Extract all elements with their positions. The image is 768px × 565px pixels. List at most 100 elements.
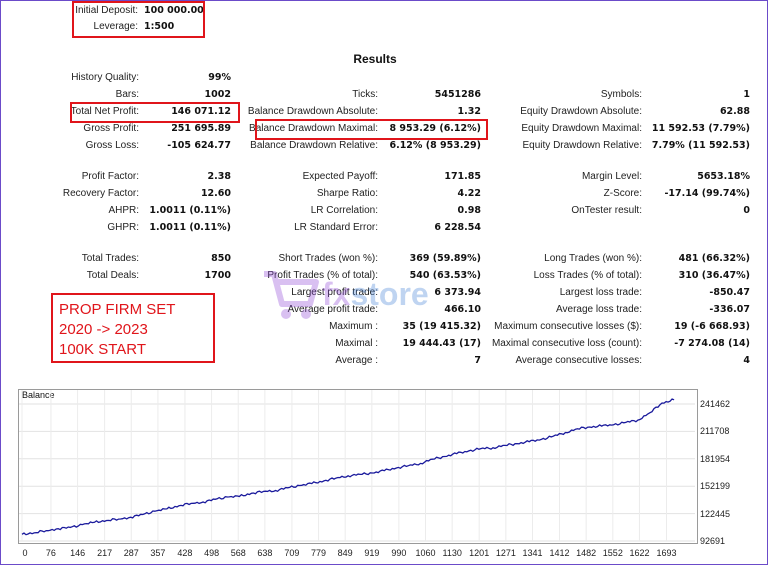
short-trades-label: Short Trades (won %):	[278, 253, 378, 264]
history-quality-value: 99%	[208, 72, 231, 83]
leverage-label: Leverage:	[93, 21, 138, 32]
lr-correlation-value: 0.98	[457, 205, 481, 216]
lr-standard-error-label: LR Standard Error:	[294, 222, 378, 233]
initial-deposit-value: 100 000.00	[144, 5, 204, 16]
note-line-3: 100K START	[59, 341, 146, 358]
largest-profit-trade-label: Largest profit trade:	[291, 287, 378, 298]
x-tick-label: 146	[70, 548, 86, 558]
profit-trades-label: Profit Trades (% of total):	[267, 270, 378, 281]
gross-loss-value: -105 624.77	[167, 140, 231, 151]
x-tick-label: 568	[230, 548, 246, 558]
x-tick-label: 1341	[522, 548, 543, 558]
equity-drawdown-maximal-value: 11 592.53 (7.79%)	[651, 123, 750, 134]
z-score-label: Z-Score:	[603, 188, 642, 199]
balance-drawdown-absolute-label: Balance Drawdown Absolute:	[247, 106, 378, 117]
z-score-value: -17.14 (99.74%)	[664, 188, 750, 199]
x-tick-label: 1412	[549, 548, 570, 558]
average-consecutive-wins-label: Average :	[335, 355, 378, 366]
balance-drawdown-absolute-value: 1.32	[457, 106, 481, 117]
history-quality-label: History Quality:	[71, 72, 139, 83]
x-tick-label: 1482	[576, 548, 597, 558]
profit-factor-value: 2.38	[207, 171, 231, 182]
balance-drawdown-maximal-label: Balance Drawdown Maximal:	[249, 123, 378, 134]
x-tick-label: 779	[311, 548, 327, 558]
recovery-factor-label: Recovery Factor:	[62, 188, 139, 199]
balance-drawdown-relative-value: 6.12% (8 953.29)	[389, 140, 481, 151]
maximal-consecutive-loss-value: -7 274.08 (14)	[674, 338, 750, 349]
largest-loss-trade-value: -850.47	[709, 287, 750, 298]
x-tick-label: 217	[97, 548, 113, 558]
equity-drawdown-relative-value: 7.79% (11 592.53)	[651, 140, 750, 151]
x-tick-label: 498	[204, 548, 220, 558]
ticks-label: Ticks:	[352, 89, 378, 100]
long-trades-value: 481 (66.32%)	[678, 253, 750, 264]
x-tick-label: 287	[123, 548, 139, 558]
x-tick-label: 1201	[469, 548, 490, 558]
ahpr-label: AHPR:	[108, 205, 139, 216]
y-tick-label: 241462	[700, 399, 731, 409]
balance-drawdown-relative-label: Balance Drawdown Relative:	[250, 140, 378, 151]
margin-level-label: Margin Level:	[581, 171, 642, 182]
average-loss-trade-value: -336.07	[709, 304, 750, 315]
max-consecutive-losses-value: 19 (-6 668.93)	[674, 321, 750, 332]
cart-icon	[264, 271, 319, 319]
profit-factor-label: Profit Factor:	[81, 171, 139, 182]
max-consecutive-losses-label: Maximum consecutive losses ($):	[494, 321, 642, 332]
average-profit-trade-value: 466.10	[444, 304, 481, 315]
total-net-profit-value: 146 071.12	[171, 106, 231, 117]
y-tick-label: 152199	[700, 481, 731, 492]
leverage-value: 1:500	[144, 21, 175, 32]
prop-firm-note: PROP FIRM SET 2020 -> 2023 100K START	[51, 293, 215, 363]
total-deals-value: 1700	[204, 270, 231, 281]
watermark-logo: fxstore	[262, 268, 518, 322]
sharpe-ratio-value: 4.22	[457, 188, 481, 199]
equity-drawdown-absolute-label: Equity Drawdown Absolute:	[520, 106, 642, 117]
x-tick-label: 1271	[495, 548, 516, 558]
y-tick-label: 181954	[700, 453, 731, 464]
x-tick-label: 1622	[629, 548, 650, 558]
equity-drawdown-maximal-label: Equity Drawdown Maximal:	[521, 123, 642, 134]
long-trades-label: Long Trades (won %):	[544, 253, 642, 264]
x-tick-label: 1060	[415, 548, 436, 558]
symbols-label: Symbols:	[600, 89, 642, 100]
ontester-result-value: 0	[743, 205, 750, 216]
average-loss-trade-label: Average loss trade:	[556, 304, 642, 315]
margin-level-value: 5653.18%	[697, 171, 750, 182]
initial-deposit-label: Initial Deposit:	[75, 5, 138, 16]
lr-standard-error-value: 6 228.54	[434, 222, 481, 233]
x-tick-label: 1552	[602, 548, 623, 558]
equity-drawdown-absolute-value: 62.88	[719, 106, 750, 117]
total-trades-value: 850	[211, 253, 231, 264]
max-consecutive-wins-label: Maximum :	[329, 321, 378, 332]
loss-trades-value: 310 (36.47%)	[678, 270, 750, 281]
gross-loss-label: Gross Loss:	[85, 140, 139, 151]
equity-drawdown-relative-label: Equity Drawdown Relative:	[522, 140, 643, 151]
x-tick-label: 709	[284, 548, 300, 558]
total-net-profit-label: Total Net Profit:	[70, 106, 139, 117]
ghpr-value: 1.0011 (0.11%)	[149, 222, 231, 233]
ontester-result-label: OnTester result:	[571, 205, 642, 216]
largest-loss-trade-label: Largest loss trade:	[559, 287, 642, 298]
short-trades-value: 369 (59.89%)	[409, 253, 481, 264]
watermark-text: fxstore	[322, 276, 429, 312]
average-profit-trade-label: Average profit trade:	[287, 304, 378, 315]
note-line-1: PROP FIRM SET	[59, 301, 176, 318]
x-tick-label: 76	[45, 548, 56, 558]
total-deals-label: Total Deals:	[86, 270, 139, 281]
recovery-factor-value: 12.60	[200, 188, 231, 199]
x-tick-label: 990	[391, 548, 407, 558]
sharpe-ratio-label: Sharpe Ratio:	[316, 188, 378, 199]
loss-trades-label: Loss Trades (% of total):	[533, 270, 642, 281]
ahpr-value: 1.0011 (0.11%)	[149, 205, 231, 216]
lr-correlation-label: LR Correlation:	[310, 205, 378, 216]
symbols-value: 1	[743, 89, 750, 100]
profit-trades-value: 540 (63.53%)	[409, 270, 481, 281]
net-profit-highlight-box	[70, 102, 240, 123]
maximal-consecutive-profit-label: Maximal :	[335, 338, 378, 349]
bars-value: 1002	[204, 89, 231, 100]
y-tick-label: 122445	[700, 508, 731, 519]
maximal-consecutive-loss-label: Maximal consecutive loss (count):	[491, 338, 642, 349]
ticks-value: 5451286	[434, 89, 481, 100]
y-tick-label: 211708	[700, 426, 730, 437]
total-trades-label: Total Trades:	[81, 253, 139, 264]
